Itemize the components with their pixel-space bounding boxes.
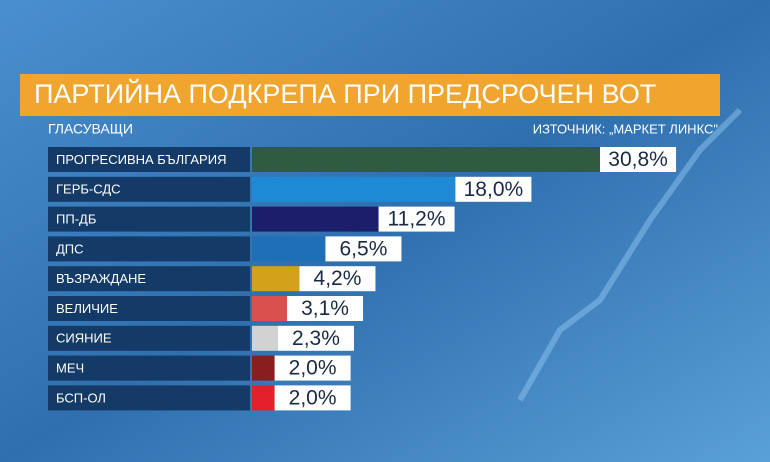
value-box <box>277 325 354 351</box>
category-label: ВЪЗРАЖДАНЕ <box>56 271 146 286</box>
value-label: 2,0% <box>289 386 337 409</box>
value-label: 18,0% <box>464 178 524 201</box>
value-label: 2,3% <box>292 327 340 350</box>
bar <box>252 355 275 381</box>
title-bar <box>20 74 720 116</box>
category-label: БСП-ОЛ <box>56 390 106 405</box>
chart-title: ПАРТИЙНА ПОДКРЕПА ПРИ ПРЕДСРОЧЕН ВОТ <box>34 78 656 109</box>
bar <box>252 266 300 292</box>
value-box <box>274 355 351 381</box>
value-label: 11,2% <box>388 208 446 231</box>
category-box <box>48 236 250 262</box>
value-label: 3,1% <box>301 297 349 320</box>
category-box <box>48 147 250 172</box>
bar <box>252 206 379 232</box>
value-label: 4,2% <box>314 267 362 290</box>
value-label: 30,8% <box>608 148 668 171</box>
value-label: 6,5% <box>340 237 388 260</box>
bar <box>252 236 326 262</box>
value-box <box>378 206 455 232</box>
bar <box>252 176 456 202</box>
category-label: ПРОГРЕСИВНА БЪЛГАРИЯ <box>56 152 226 167</box>
value-box <box>600 147 677 172</box>
decor-arrow <box>517 107 743 402</box>
bar <box>252 147 601 172</box>
value-box <box>299 266 376 292</box>
category-label: СИЯНИЕ <box>56 331 112 346</box>
value-box <box>325 236 402 262</box>
category-label: ВЕЛИЧИЕ <box>56 301 118 316</box>
value-box <box>274 385 351 411</box>
category-label: ПП-ДБ <box>56 212 96 227</box>
subtitle: ГЛАСУВАЩИ <box>48 121 133 137</box>
category-label: ДПС <box>56 241 84 256</box>
category-box <box>48 325 250 351</box>
category-box <box>48 176 250 202</box>
category-box <box>48 355 250 381</box>
source: ИЗТОЧНИК: „МАРКЕТ ЛИНКС" <box>533 121 719 136</box>
category-box <box>48 385 250 411</box>
bar <box>252 296 288 321</box>
value-box <box>287 296 364 321</box>
category-label: МЕЧ <box>56 361 84 376</box>
value-box <box>455 176 532 202</box>
category-label: ГЕРБ-СДС <box>56 182 121 197</box>
category-box <box>48 266 250 292</box>
category-box <box>48 296 250 321</box>
category-box <box>48 206 250 232</box>
bar <box>252 385 275 411</box>
value-label: 2,0% <box>289 357 337 380</box>
bar <box>252 325 278 351</box>
